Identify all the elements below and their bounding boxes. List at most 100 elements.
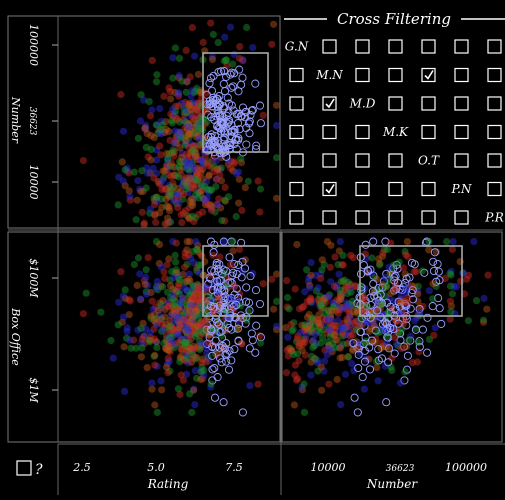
filter-checkbox-0-6[interactable] (487, 39, 502, 54)
data-point (230, 345, 239, 354)
data-point (235, 199, 243, 207)
filter-checkbox-1-4[interactable] (421, 67, 436, 83)
filter-checkbox-1-5[interactable] (454, 67, 469, 83)
ytick-100m: $100M (27, 258, 40, 298)
data-point (249, 44, 257, 52)
data-point (391, 285, 399, 293)
data-point (162, 363, 171, 371)
brush-selection-number-rating[interactable] (202, 52, 269, 153)
data-point (120, 343, 128, 351)
data-point (287, 320, 295, 328)
help-checkbox[interactable] (16, 460, 32, 476)
data-point (224, 99, 234, 108)
filter-checkbox-4-5[interactable] (454, 153, 469, 168)
filter-checkbox-6-5[interactable] (454, 210, 469, 225)
data-point (273, 101, 281, 109)
data-point (374, 345, 383, 354)
filter-checkbox-2-5[interactable] (454, 96, 469, 111)
filter-checkbox-6-4[interactable] (421, 210, 436, 225)
filter-checkbox-2-3[interactable] (388, 96, 403, 111)
data-point (203, 145, 212, 154)
data-point (138, 208, 146, 216)
data-point (428, 302, 437, 311)
data-point (256, 208, 264, 216)
filter-checkbox-3-0[interactable] (289, 124, 304, 140)
filter-checkbox-6-3[interactable] (388, 210, 403, 225)
filter-checkbox-6-0[interactable] (289, 210, 304, 225)
data-point (213, 373, 222, 382)
filter-checkbox-3-5[interactable] (454, 124, 469, 140)
filter-checkbox-2-0[interactable] (289, 96, 304, 111)
data-point (449, 238, 457, 246)
filter-checkbox-4-2[interactable] (355, 153, 370, 168)
filter-checkbox-6-2[interactable] (355, 210, 370, 225)
filter-checkbox-0-4[interactable] (421, 39, 436, 54)
data-point (207, 325, 216, 334)
filter-checkbox-3-2[interactable] (355, 124, 370, 140)
data-point (344, 282, 352, 290)
filter-checkbox-4-0[interactable] (289, 153, 304, 168)
data-point (290, 401, 298, 409)
brush-selection-boxoffice-number[interactable] (359, 245, 463, 317)
data-point (219, 237, 228, 246)
data-point (405, 273, 414, 282)
panel-frame-boxoffice-number (281, 231, 503, 443)
filter-checkbox-0-5[interactable] (454, 39, 469, 54)
filter-checkbox-3-6[interactable] (487, 124, 502, 140)
filter-checkbox-4-3[interactable] (388, 153, 403, 168)
data-point (207, 206, 216, 214)
data-point (219, 115, 228, 124)
filter-checkbox-5-6[interactable] (487, 181, 502, 197)
filter-checkbox-5-2[interactable] (355, 181, 370, 197)
filter-checkbox-1-6[interactable] (487, 67, 502, 83)
filter-checkbox-4-6[interactable] (487, 153, 502, 168)
data-point (138, 335, 146, 343)
filter-checkbox-0-3[interactable] (388, 39, 403, 54)
filter-checkbox-5-1[interactable] (322, 181, 337, 197)
data-point (160, 92, 168, 100)
filter-checkbox-4-1[interactable] (322, 153, 337, 168)
data-point (293, 335, 302, 343)
data-point (325, 292, 333, 300)
data-point (221, 327, 229, 335)
filter-checkbox-2-6[interactable] (487, 96, 502, 111)
data-point (289, 351, 298, 359)
filter-checkbox-5-4[interactable] (421, 181, 436, 197)
data-point (220, 67, 229, 76)
data-point (213, 277, 222, 286)
filter-checkbox-1-2[interactable] (355, 67, 370, 83)
data-point (225, 116, 234, 125)
data-point (144, 169, 152, 177)
filter-checkbox-3-4[interactable] (421, 124, 436, 140)
data-point (414, 290, 422, 298)
data-point (126, 336, 134, 344)
data-point (403, 238, 411, 246)
data-point (361, 250, 369, 258)
data-point (215, 148, 224, 157)
filter-checkbox-3-1[interactable] (322, 124, 337, 140)
filter-checkbox-0-2[interactable] (355, 39, 370, 54)
data-point (342, 302, 350, 310)
filter-checkbox-6-1[interactable] (322, 210, 337, 225)
data-point (377, 301, 385, 309)
data-point (321, 357, 329, 365)
data-point (174, 339, 182, 347)
filter-checkbox-1-3[interactable] (388, 67, 403, 83)
brush-selection-boxoffice-rating[interactable] (202, 245, 269, 317)
data-point (208, 286, 218, 295)
filter-checkbox-1-0[interactable] (289, 67, 304, 83)
filter-checkbox-5-3[interactable] (388, 181, 403, 197)
data-point (301, 321, 309, 329)
data-point (153, 343, 161, 352)
filter-checkbox-2-4[interactable] (421, 96, 436, 111)
data-point (370, 292, 379, 301)
filter-checkbox-0-1[interactable] (322, 39, 337, 54)
help-label: ? (35, 462, 43, 478)
filter-checkbox-5-0[interactable] (289, 181, 304, 197)
data-point (114, 201, 122, 209)
y-ticks-boxoffice: $100M $1M (27, 258, 58, 403)
data-point (273, 322, 281, 330)
data-point (282, 324, 290, 332)
data-point (392, 326, 400, 334)
filter-checkbox-2-1[interactable] (322, 96, 337, 111)
